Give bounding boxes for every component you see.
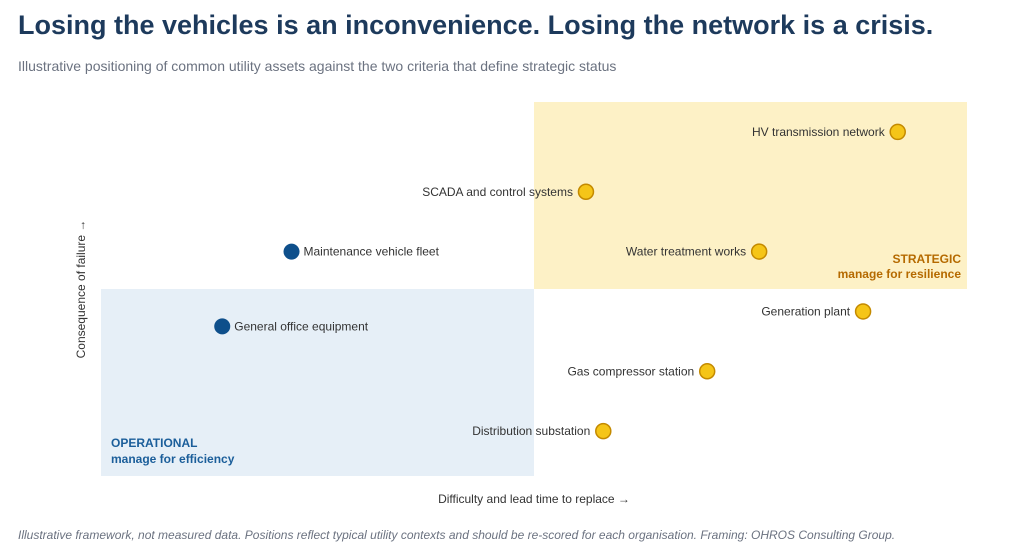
strategic-point	[698, 363, 716, 380]
x-axis-label: Difficulty and lead time to replace →	[438, 492, 630, 506]
point-label: Water treatment works	[626, 245, 746, 259]
operational-quadrant-title: OPERATIONAL	[111, 436, 197, 450]
point-label: Maintenance vehicle fleet	[304, 245, 440, 259]
strategic-quadrant-title: STRATEGIC	[893, 252, 962, 266]
strategic-point	[854, 303, 872, 320]
operational-quadrant-subtitle: manage for efficiency	[111, 452, 235, 466]
operational-point	[283, 243, 300, 260]
y-axis-label: Consequence of failure →	[74, 220, 88, 359]
point-label: Generation plant	[761, 304, 850, 318]
operational-quadrant	[101, 289, 534, 476]
operational-point	[214, 318, 231, 335]
point-label: Gas compressor station	[567, 364, 694, 378]
page-title: Losing the vehicles is an inconvenience.…	[18, 10, 934, 40]
strategic-quadrant-subtitle: manage for resilience	[838, 267, 962, 281]
point-label: SCADA and control systems	[422, 185, 573, 199]
strategic-point	[889, 123, 906, 141]
point-label: General office equipment	[234, 319, 369, 333]
strategic-point	[595, 422, 612, 440]
footnote: Illustrative framework, not measured dat…	[18, 528, 896, 542]
point-label: Distribution substation	[472, 424, 590, 438]
point-label: HV transmission network	[752, 125, 886, 139]
page-subtitle: Illustrative positioning of common utili…	[18, 58, 617, 74]
strategic-point	[577, 183, 595, 201]
data-points: HV transmission network SCADA and control…	[214, 123, 906, 440]
strategic-point	[750, 243, 768, 260]
